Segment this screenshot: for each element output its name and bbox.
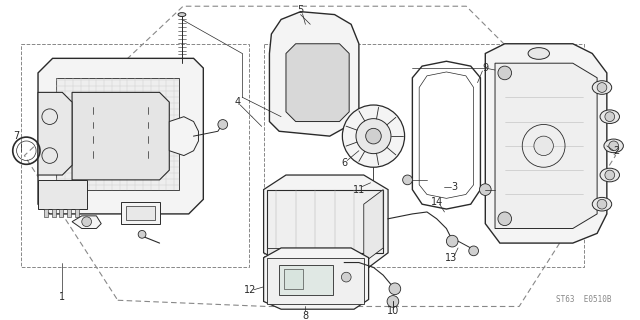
Ellipse shape [592, 197, 612, 211]
Text: ST63  E0510B: ST63 E0510B [556, 295, 612, 304]
Circle shape [218, 120, 228, 129]
Circle shape [365, 128, 381, 144]
Text: 7: 7 [13, 131, 20, 141]
Ellipse shape [592, 81, 612, 94]
Ellipse shape [604, 139, 623, 153]
Circle shape [498, 212, 511, 226]
Text: 3: 3 [451, 182, 457, 192]
Circle shape [42, 148, 58, 163]
Text: 12: 12 [244, 285, 256, 295]
Text: 5: 5 [298, 5, 303, 15]
Polygon shape [485, 44, 607, 243]
Bar [60, 209, 63, 217]
Bar [369, 185, 378, 190]
Text: 4: 4 [234, 97, 241, 107]
Text: 9: 9 [482, 63, 488, 73]
Circle shape [82, 217, 92, 227]
Polygon shape [264, 248, 369, 309]
Circle shape [534, 136, 554, 156]
Bar [67, 209, 71, 217]
Circle shape [468, 246, 479, 256]
Bar [121, 202, 159, 224]
Circle shape [479, 184, 491, 196]
Bar [125, 206, 155, 220]
Circle shape [403, 175, 412, 185]
Polygon shape [364, 190, 383, 262]
Polygon shape [56, 78, 179, 190]
Circle shape [605, 170, 614, 180]
Circle shape [447, 235, 458, 247]
Bar [266, 190, 383, 253]
Ellipse shape [600, 110, 620, 124]
Text: 10: 10 [387, 306, 399, 316]
Text: 6: 6 [341, 158, 348, 168]
Circle shape [609, 141, 618, 151]
Circle shape [138, 230, 146, 238]
Text: 8: 8 [302, 311, 308, 320]
Circle shape [498, 66, 511, 80]
Circle shape [42, 109, 58, 124]
Circle shape [387, 296, 399, 307]
Circle shape [342, 105, 404, 167]
Circle shape [356, 119, 391, 154]
Bar [279, 266, 333, 295]
Polygon shape [38, 58, 204, 214]
Bar [266, 258, 364, 304]
Bar [44, 209, 48, 217]
Circle shape [341, 272, 351, 282]
Circle shape [597, 83, 607, 92]
Polygon shape [264, 175, 388, 268]
Bar [52, 209, 56, 217]
Ellipse shape [178, 13, 186, 17]
Bar [284, 269, 303, 289]
Polygon shape [286, 44, 349, 122]
Text: 2: 2 [613, 146, 620, 156]
Polygon shape [38, 92, 72, 175]
Polygon shape [72, 216, 101, 228]
Circle shape [389, 283, 401, 295]
Ellipse shape [600, 168, 620, 182]
Bar [75, 209, 79, 217]
Text: 14: 14 [431, 197, 443, 207]
Polygon shape [170, 117, 198, 156]
Bar [38, 180, 86, 209]
Text: 13: 13 [445, 253, 458, 263]
Circle shape [597, 199, 607, 209]
Text: 11: 11 [353, 185, 365, 195]
Polygon shape [495, 63, 597, 228]
Circle shape [605, 112, 614, 122]
Bar [20, 44, 249, 268]
Ellipse shape [528, 48, 550, 59]
Polygon shape [269, 12, 359, 136]
Polygon shape [72, 92, 170, 180]
Bar [264, 44, 584, 268]
Bar [266, 248, 305, 262]
Text: 1: 1 [60, 292, 65, 301]
